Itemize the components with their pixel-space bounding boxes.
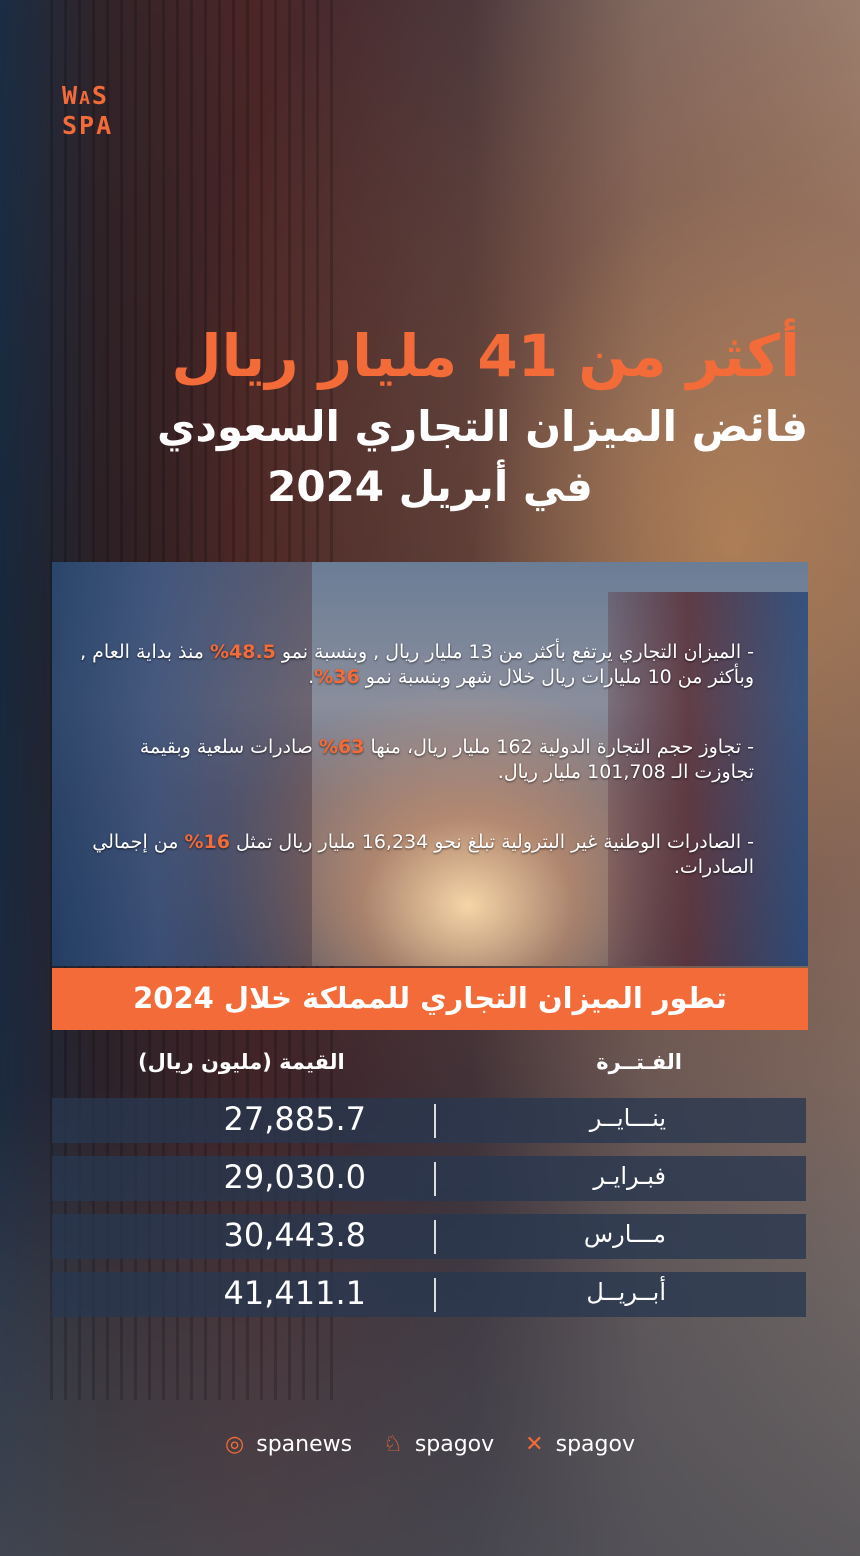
bullet-text: - الصادرات الوطنية غير البترولية تبلغ نح… bbox=[229, 831, 754, 853]
divider bbox=[434, 1104, 436, 1138]
containers-photo bbox=[52, 562, 808, 966]
bullet-item: - الميزان التجاري يرتفع بأكثر من 13 مليا… bbox=[80, 640, 754, 690]
value: 29,030.0 bbox=[223, 1158, 367, 1196]
x-icon: ✕ bbox=[525, 1432, 544, 1457]
month: ينـــايــر bbox=[589, 1104, 666, 1132]
table-row: ينـــايــر 27,885.7 bbox=[52, 1098, 806, 1143]
table-row: أبــريــل 41,411.1 bbox=[52, 1272, 806, 1317]
bullet-text: . bbox=[308, 666, 315, 688]
highlight: 63% bbox=[318, 736, 365, 758]
value: 41,411.1 bbox=[223, 1274, 367, 1312]
x-handle: spagov bbox=[555, 1432, 635, 1457]
month: مـــارس bbox=[583, 1220, 666, 1248]
subheadline-date: في أبريل 2024 bbox=[267, 462, 593, 511]
month: أبــريــل bbox=[586, 1278, 666, 1306]
subheadline: فائض الميزان التجاري السعودي bbox=[156, 402, 808, 451]
table-title: تطور الميزان التجاري للمملكة خلال 2024 bbox=[52, 968, 808, 1030]
spa-logo: WAS SPA bbox=[62, 81, 114, 140]
bullet-text: من إجمالي الصادرات. bbox=[92, 831, 754, 878]
header-period: الفـتــرة bbox=[596, 1050, 682, 1074]
highlight: 36% bbox=[314, 666, 360, 688]
divider bbox=[434, 1162, 436, 1196]
bullet-text: صادرات سلعية وبقيمة تجاوزت الـ 101,708 م… bbox=[139, 736, 754, 783]
snapchat-icon: ♘ bbox=[383, 1432, 403, 1457]
table-row: مـــارس 30,443.8 bbox=[52, 1214, 806, 1259]
snapchat-link[interactable]: ♘ spagov bbox=[377, 1432, 500, 1457]
month: فبـرايـر bbox=[593, 1162, 666, 1190]
header-value: القيمة (مليون ريال) bbox=[138, 1050, 345, 1074]
social-footer: ◎ spanews ♘ spagov ✕ spagov bbox=[0, 1432, 860, 1457]
bullet-text: منذ بداية العام , وبأكثر من 10 مليارات ر… bbox=[80, 641, 754, 688]
snapchat-handle: spagov bbox=[414, 1432, 495, 1457]
highlight: 16% bbox=[184, 831, 230, 853]
value: 30,443.8 bbox=[223, 1216, 367, 1254]
bullet-list: - الميزان التجاري يرتفع بأكثر من 13 مليا… bbox=[80, 640, 754, 925]
bullet-text: - الميزان التجاري يرتفع بأكثر من 13 مليا… bbox=[275, 641, 754, 663]
divider bbox=[434, 1278, 436, 1312]
bullet-item: - تجاوز حجم التجارة الدولية 162 مليار ري… bbox=[80, 735, 754, 785]
instagram-icon: ◎ bbox=[225, 1432, 245, 1457]
value: 27,885.7 bbox=[223, 1100, 367, 1138]
divider bbox=[434, 1220, 436, 1254]
bullet-item: - الصادرات الوطنية غير البترولية تبلغ نح… bbox=[80, 830, 754, 880]
headline: أكثر من 41 مليار ريال bbox=[171, 322, 800, 390]
x-link[interactable]: ✕ spagov bbox=[519, 1432, 641, 1457]
bullet-text: - تجاوز حجم التجارة الدولية 162 مليار ري… bbox=[364, 736, 754, 758]
instagram-handle: spanews bbox=[256, 1432, 353, 1457]
table-row: فبـرايـر 29,030.0 bbox=[52, 1156, 806, 1201]
highlight: 48.5% bbox=[209, 641, 276, 663]
instagram-link[interactable]: ◎ spanews bbox=[219, 1432, 358, 1457]
